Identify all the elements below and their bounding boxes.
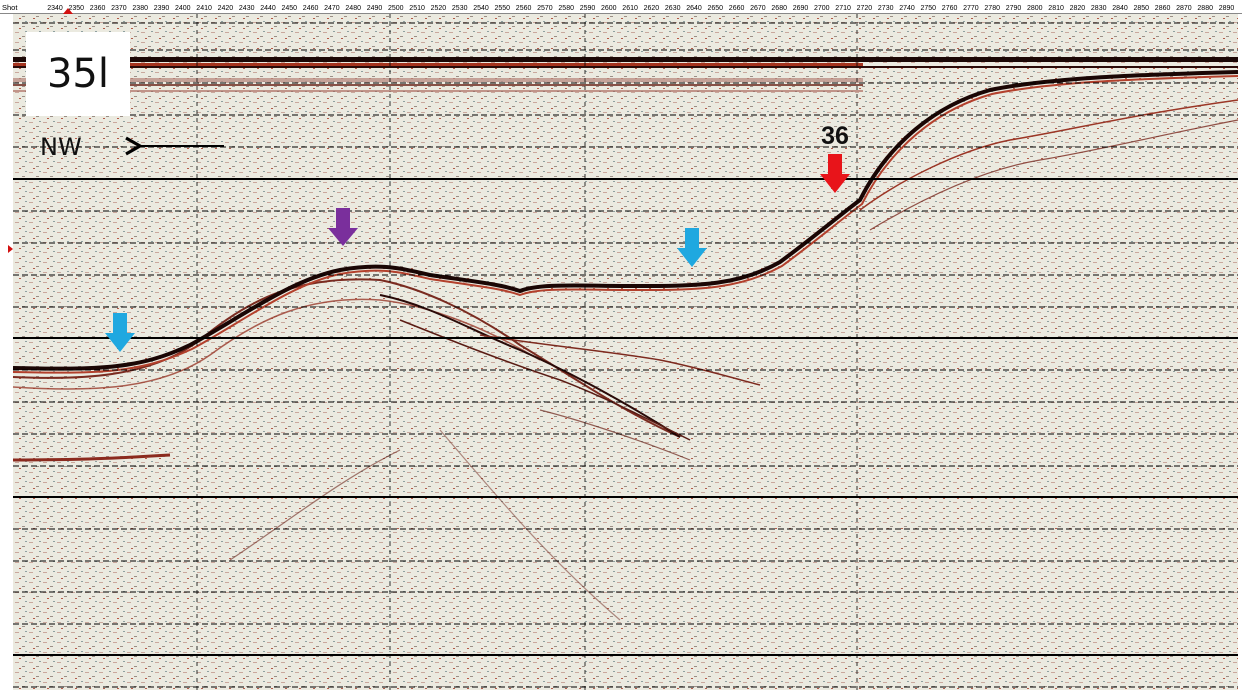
shot-label: Shot	[2, 3, 18, 12]
shot-tick-label: 2580	[558, 5, 574, 12]
shot-tick-axis: 2340 2350 2360 2370 2380 2390 2400 2410 2420 2430…	[47, 5, 1234, 12]
shot-tick-label: 2610	[622, 5, 638, 12]
shot-tick-label: 2440	[260, 5, 276, 12]
shot-tick-label: 2510	[409, 5, 425, 12]
shot-tick-label: 2720	[857, 5, 873, 12]
direction-label: NW	[40, 133, 82, 161]
shot-tick-label: 2430	[239, 5, 255, 12]
shot-tick-label: 2360	[90, 5, 106, 12]
shot-tick-label: 2380	[132, 5, 148, 12]
seafloor-reflector	[12, 70, 1239, 374]
shot-tick-label: 2480	[345, 5, 361, 12]
shot-tick-label: 2460	[303, 5, 319, 12]
shot-tick-label: 2340	[47, 5, 63, 12]
shot-tick-label: 2400	[175, 5, 191, 12]
shot-tick-label: 2530	[452, 5, 468, 12]
shot-tick-label: 2600	[601, 5, 617, 12]
purple-arrow-icon	[328, 208, 358, 246]
shot-tick-label: 2370	[111, 5, 127, 12]
shot-tick-label: 2890	[1219, 5, 1235, 12]
shot-tick-label: 2770	[963, 5, 979, 12]
left-axis-marker-icon	[8, 245, 13, 253]
shot-tick-label: 2780	[984, 5, 1000, 12]
shot-tick-label: 2390	[154, 5, 170, 12]
red-arrow-icon	[820, 154, 850, 193]
feature-number-label: 36	[821, 122, 849, 150]
horizontal-grid	[13, 22, 1238, 688]
shot-tick-label: 2710	[835, 5, 851, 12]
shot-tick-label: 2880	[1197, 5, 1213, 12]
shot-tick-label: 2470	[324, 5, 340, 12]
shot-tick-label: 2410	[196, 5, 212, 12]
shot-tick-label: 2820	[1070, 5, 1086, 12]
shot-tick-label: 2450	[282, 5, 298, 12]
shot-tick-label: 2840	[1112, 5, 1128, 12]
shot-tick-label: 2550	[495, 5, 511, 12]
shot-tick-label: 2540	[473, 5, 489, 12]
cyan-arrow-left-icon	[105, 313, 135, 352]
vertical-grid	[196, 14, 858, 691]
shot-tick-label: 2810	[1048, 5, 1064, 12]
shot-tick-label: 2740	[899, 5, 915, 12]
cyan-arrow-right-icon	[677, 228, 707, 267]
shot-tick-label: 2490	[367, 5, 383, 12]
shot-tick-label: 2570	[537, 5, 553, 12]
shot-tick-label: 2760	[942, 5, 958, 12]
panel-label: 35l	[26, 32, 130, 116]
left-axis-strip	[0, 14, 13, 691]
top-reflector-band	[13, 57, 1238, 92]
shot-tick-label: 2420	[218, 5, 234, 12]
shot-tick-label: 2830	[1091, 5, 1107, 12]
shot-tick-label: 2660	[729, 5, 745, 12]
shot-tick-label: 2500	[388, 5, 404, 12]
shot-header-bar	[0, 0, 1242, 14]
shot-tick-label: 2670	[750, 5, 766, 12]
shot-tick-label: 2860	[1155, 5, 1171, 12]
shot-tick-label: 2590	[580, 5, 596, 12]
header-marker-icon	[63, 8, 73, 14]
shot-tick-label: 2680	[771, 5, 787, 12]
shot-tick-label: 2700	[814, 5, 830, 12]
shot-tick-label: 2850	[1134, 5, 1150, 12]
shot-tick-label: 2630	[665, 5, 681, 12]
shot-tick-label: 2620	[644, 5, 660, 12]
shot-tick-label: 2350	[69, 5, 85, 12]
shot-tick-label: 2750	[921, 5, 937, 12]
shot-tick-label: 2650	[708, 5, 724, 12]
shot-tick-label: 2870	[1176, 5, 1192, 12]
shot-tick-label: 2790	[1006, 5, 1022, 12]
seismic-background	[13, 14, 1238, 690]
shot-tick-label: 2640	[686, 5, 702, 12]
shot-tick-label: 2520	[431, 5, 447, 12]
shot-tick-label: 2690	[793, 5, 809, 12]
shot-tick-label: 2800	[1027, 5, 1043, 12]
shot-tick-label: 2560	[516, 5, 532, 12]
shot-tick-label: 2730	[878, 5, 894, 12]
